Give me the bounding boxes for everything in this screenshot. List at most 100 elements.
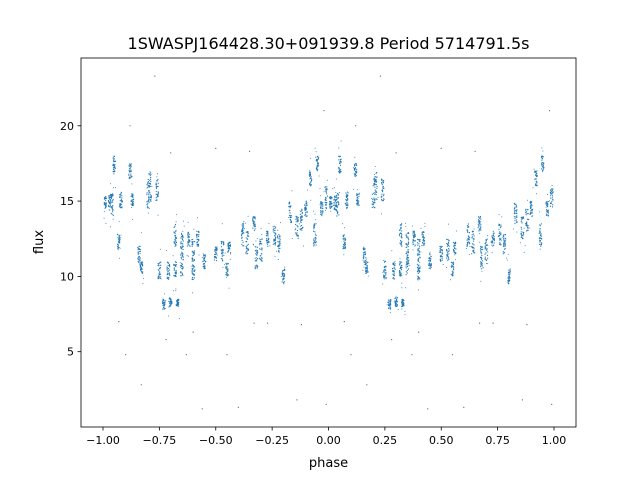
- data-point: [290, 221, 292, 224]
- data-point: [174, 239, 176, 241]
- data-point: [220, 241, 222, 243]
- data-point: [394, 301, 396, 303]
- data-point: [481, 257, 483, 260]
- data-point: [480, 229, 482, 231]
- data-point: [516, 206, 518, 208]
- data-point: [487, 263, 489, 265]
- data-point: [394, 268, 396, 270]
- data-point: [392, 271, 395, 273]
- data-point: [196, 238, 198, 241]
- data-point: [255, 253, 257, 255]
- data-point: [547, 215, 549, 217]
- data-point: [290, 220, 292, 222]
- data-point: [310, 184, 312, 186]
- data-point: [141, 262, 143, 264]
- data-point: [513, 216, 516, 218]
- data-point: [374, 179, 376, 182]
- data-point: [253, 229, 256, 231]
- data-point: [322, 205, 324, 207]
- data-point: [192, 278, 194, 280]
- data-point: [382, 180, 384, 182]
- data-point: [362, 248, 364, 250]
- data-point: [528, 219, 530, 220]
- data-point: [174, 223, 177, 226]
- data-point: [241, 243, 243, 245]
- data-point: [246, 253, 249, 255]
- data-point: [339, 161, 341, 163]
- data-point: [253, 224, 255, 226]
- data-point: [111, 208, 113, 210]
- data-point: [109, 205, 111, 207]
- data-point: [520, 233, 523, 235]
- data-point: [278, 251, 280, 253]
- data-point: [472, 243, 474, 245]
- data-point: [191, 260, 193, 262]
- data-point: [389, 308, 391, 310]
- data-point: [156, 176, 158, 178]
- data-point: [215, 249, 217, 251]
- data-point: [273, 225, 275, 227]
- data-point: [192, 264, 194, 266]
- data-point: [313, 223, 315, 225]
- outlier-point: [185, 354, 187, 356]
- data-point: [107, 204, 109, 206]
- data-point: [315, 223, 317, 225]
- data-point: [335, 204, 337, 206]
- data-point: [254, 257, 256, 259]
- data-point: [300, 221, 302, 224]
- data-point: [301, 227, 303, 229]
- data-point: [406, 236, 408, 238]
- data-point: [175, 275, 177, 277]
- data-point: [175, 269, 177, 272]
- data-point: [300, 229, 302, 231]
- data-point: [412, 240, 414, 242]
- data-point: [274, 244, 276, 246]
- data-point: [227, 245, 229, 247]
- outlier-point: [366, 384, 368, 386]
- data-point: [416, 238, 419, 240]
- data-point: [346, 207, 348, 209]
- outlier-point: [267, 322, 269, 324]
- data-point: [193, 277, 196, 279]
- data-point: [385, 270, 387, 272]
- data-point: [221, 242, 223, 244]
- data-point: [417, 254, 419, 256]
- data-point: [536, 182, 538, 184]
- data-point: [229, 248, 231, 250]
- x-tick-label: 0.50: [429, 434, 454, 447]
- data-point: [407, 260, 409, 262]
- data-point: [480, 280, 482, 282]
- data-point: [148, 182, 150, 184]
- data-point: [146, 187, 148, 189]
- data-point: [396, 297, 398, 299]
- data-point: [279, 238, 281, 240]
- data-point: [376, 187, 378, 189]
- data-point: [336, 205, 338, 207]
- data-point: [260, 253, 262, 255]
- data-point: [260, 248, 262, 250]
- data-point: [259, 248, 261, 250]
- data-point: [322, 204, 324, 206]
- data-point: [343, 238, 345, 240]
- data-point: [515, 211, 517, 213]
- data-point: [112, 164, 115, 167]
- data-point: [104, 203, 106, 205]
- data-point: [181, 263, 183, 265]
- data-point: [546, 201, 548, 203]
- data-point: [282, 273, 284, 275]
- data-point: [493, 236, 495, 238]
- data-point: [191, 239, 193, 241]
- data-point: [297, 237, 299, 239]
- data-point: [509, 280, 511, 282]
- data-point: [323, 190, 325, 192]
- data-point: [139, 265, 141, 267]
- data-point: [357, 202, 359, 204]
- data-point: [383, 271, 385, 273]
- data-point: [503, 251, 505, 253]
- data-point: [530, 200, 532, 202]
- data-point: [404, 222, 406, 224]
- data-point: [162, 305, 164, 307]
- data-point: [175, 288, 177, 290]
- data-point: [113, 167, 115, 169]
- data-point: [330, 210, 332, 212]
